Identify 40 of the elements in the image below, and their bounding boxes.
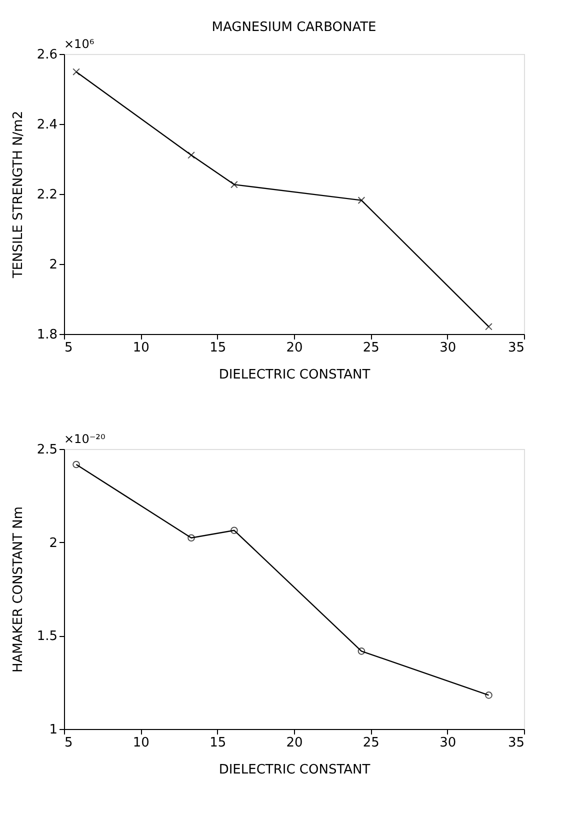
x-tick-label: 35	[508, 340, 524, 356]
point	[358, 196, 366, 204]
text: ×10⁻²⁰	[64, 432, 106, 446]
y-tick-label: 2	[49, 258, 58, 272]
y-tick-label: 2	[49, 536, 58, 551]
point	[72, 460, 80, 468]
x-tick-label: 20	[286, 736, 303, 750]
point	[230, 180, 238, 188]
x-axis-title: DIELECTRIC CONSTANT	[218, 762, 370, 778]
x-tick-label: 30	[440, 340, 456, 356]
x-tick-label: 25	[362, 736, 380, 750]
chart-title: MAGNESIUM CARBONATE	[212, 20, 376, 35]
point	[188, 534, 195, 542]
y-tick-label: 2.5	[36, 442, 58, 458]
y-axis-title: TENSILE STRENGTH N/m2	[10, 110, 26, 280]
x-tick-label: 5	[64, 736, 73, 750]
x-tick-label: 10	[132, 340, 150, 356]
point	[188, 151, 195, 159]
point	[358, 648, 366, 655]
point	[230, 526, 238, 534]
y-tick-label: 1.8	[36, 328, 58, 342]
x-tick-label: 35	[508, 736, 524, 750]
text: ×10⁶	[64, 37, 94, 51]
y-tick-label: 2.6	[36, 48, 58, 62]
y-tick-label: 2.2	[36, 188, 58, 202]
x-tick-label: 20	[286, 340, 303, 356]
y-tick-label: 1	[49, 722, 58, 738]
point	[485, 692, 492, 699]
point	[72, 68, 80, 76]
point	[485, 322, 492, 330]
y-tick-label: 2.4	[36, 118, 58, 132]
x-axis-title: DIELECTRIC CONSTANT	[218, 368, 370, 382]
x-tick-label: 15	[210, 736, 226, 750]
x-tick-label: 30	[440, 736, 456, 750]
y-tick-label: 1.5	[36, 629, 58, 644]
x-tick-label: 25	[362, 340, 380, 356]
y-axis-title: HAMAKER CONSTANT Nm	[10, 506, 26, 672]
x-tick-label: 5	[64, 340, 73, 356]
x-tick-label: 15	[210, 340, 226, 356]
x-tick-label: 10	[132, 736, 150, 750]
